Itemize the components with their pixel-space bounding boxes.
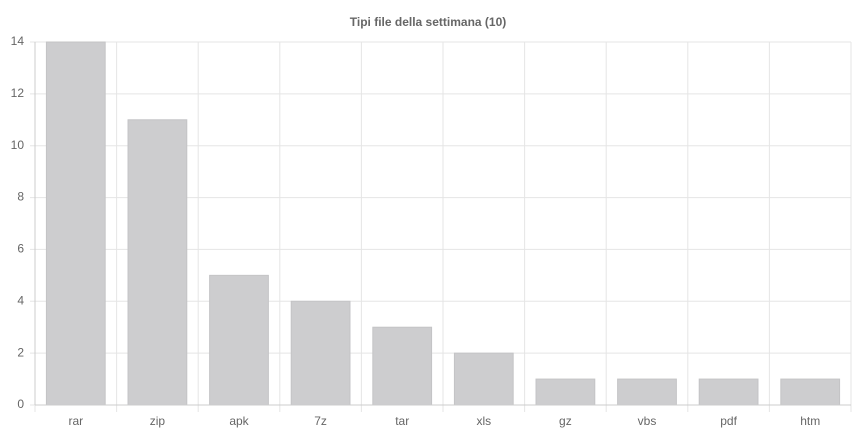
x-tick-label: pdf xyxy=(720,414,737,428)
y-tick-label: 0 xyxy=(17,397,24,411)
y-tick-label: 2 xyxy=(17,345,24,359)
x-tick-label: zip xyxy=(150,414,166,428)
x-tick-label: xls xyxy=(476,414,491,428)
x-tick-label: rar xyxy=(68,414,83,428)
bar xyxy=(617,378,677,406)
bar xyxy=(453,352,514,406)
bar xyxy=(127,119,188,406)
bar xyxy=(780,378,841,406)
bar xyxy=(290,300,351,406)
x-tick-label: htm xyxy=(800,414,820,428)
bar xyxy=(372,326,433,406)
y-tick-label: 4 xyxy=(17,293,24,307)
y-tick-label: 6 xyxy=(17,242,24,256)
y-tick-label: 12 xyxy=(11,86,25,100)
x-tick-label: 7z xyxy=(314,414,327,428)
bar xyxy=(535,378,596,406)
bar xyxy=(698,378,759,406)
bar xyxy=(45,41,106,406)
x-tick-label: vbs xyxy=(638,414,657,428)
y-tick-label: 14 xyxy=(11,34,25,48)
x-tick-label: tar xyxy=(395,414,409,428)
bar xyxy=(209,274,269,406)
x-tick-label: gz xyxy=(559,414,572,428)
x-tick-label: apk xyxy=(229,414,249,428)
chart-title: Tipi file della settimana (10) xyxy=(350,15,507,29)
y-tick-label: 10 xyxy=(11,138,25,152)
y-tick-label: 8 xyxy=(17,190,24,204)
